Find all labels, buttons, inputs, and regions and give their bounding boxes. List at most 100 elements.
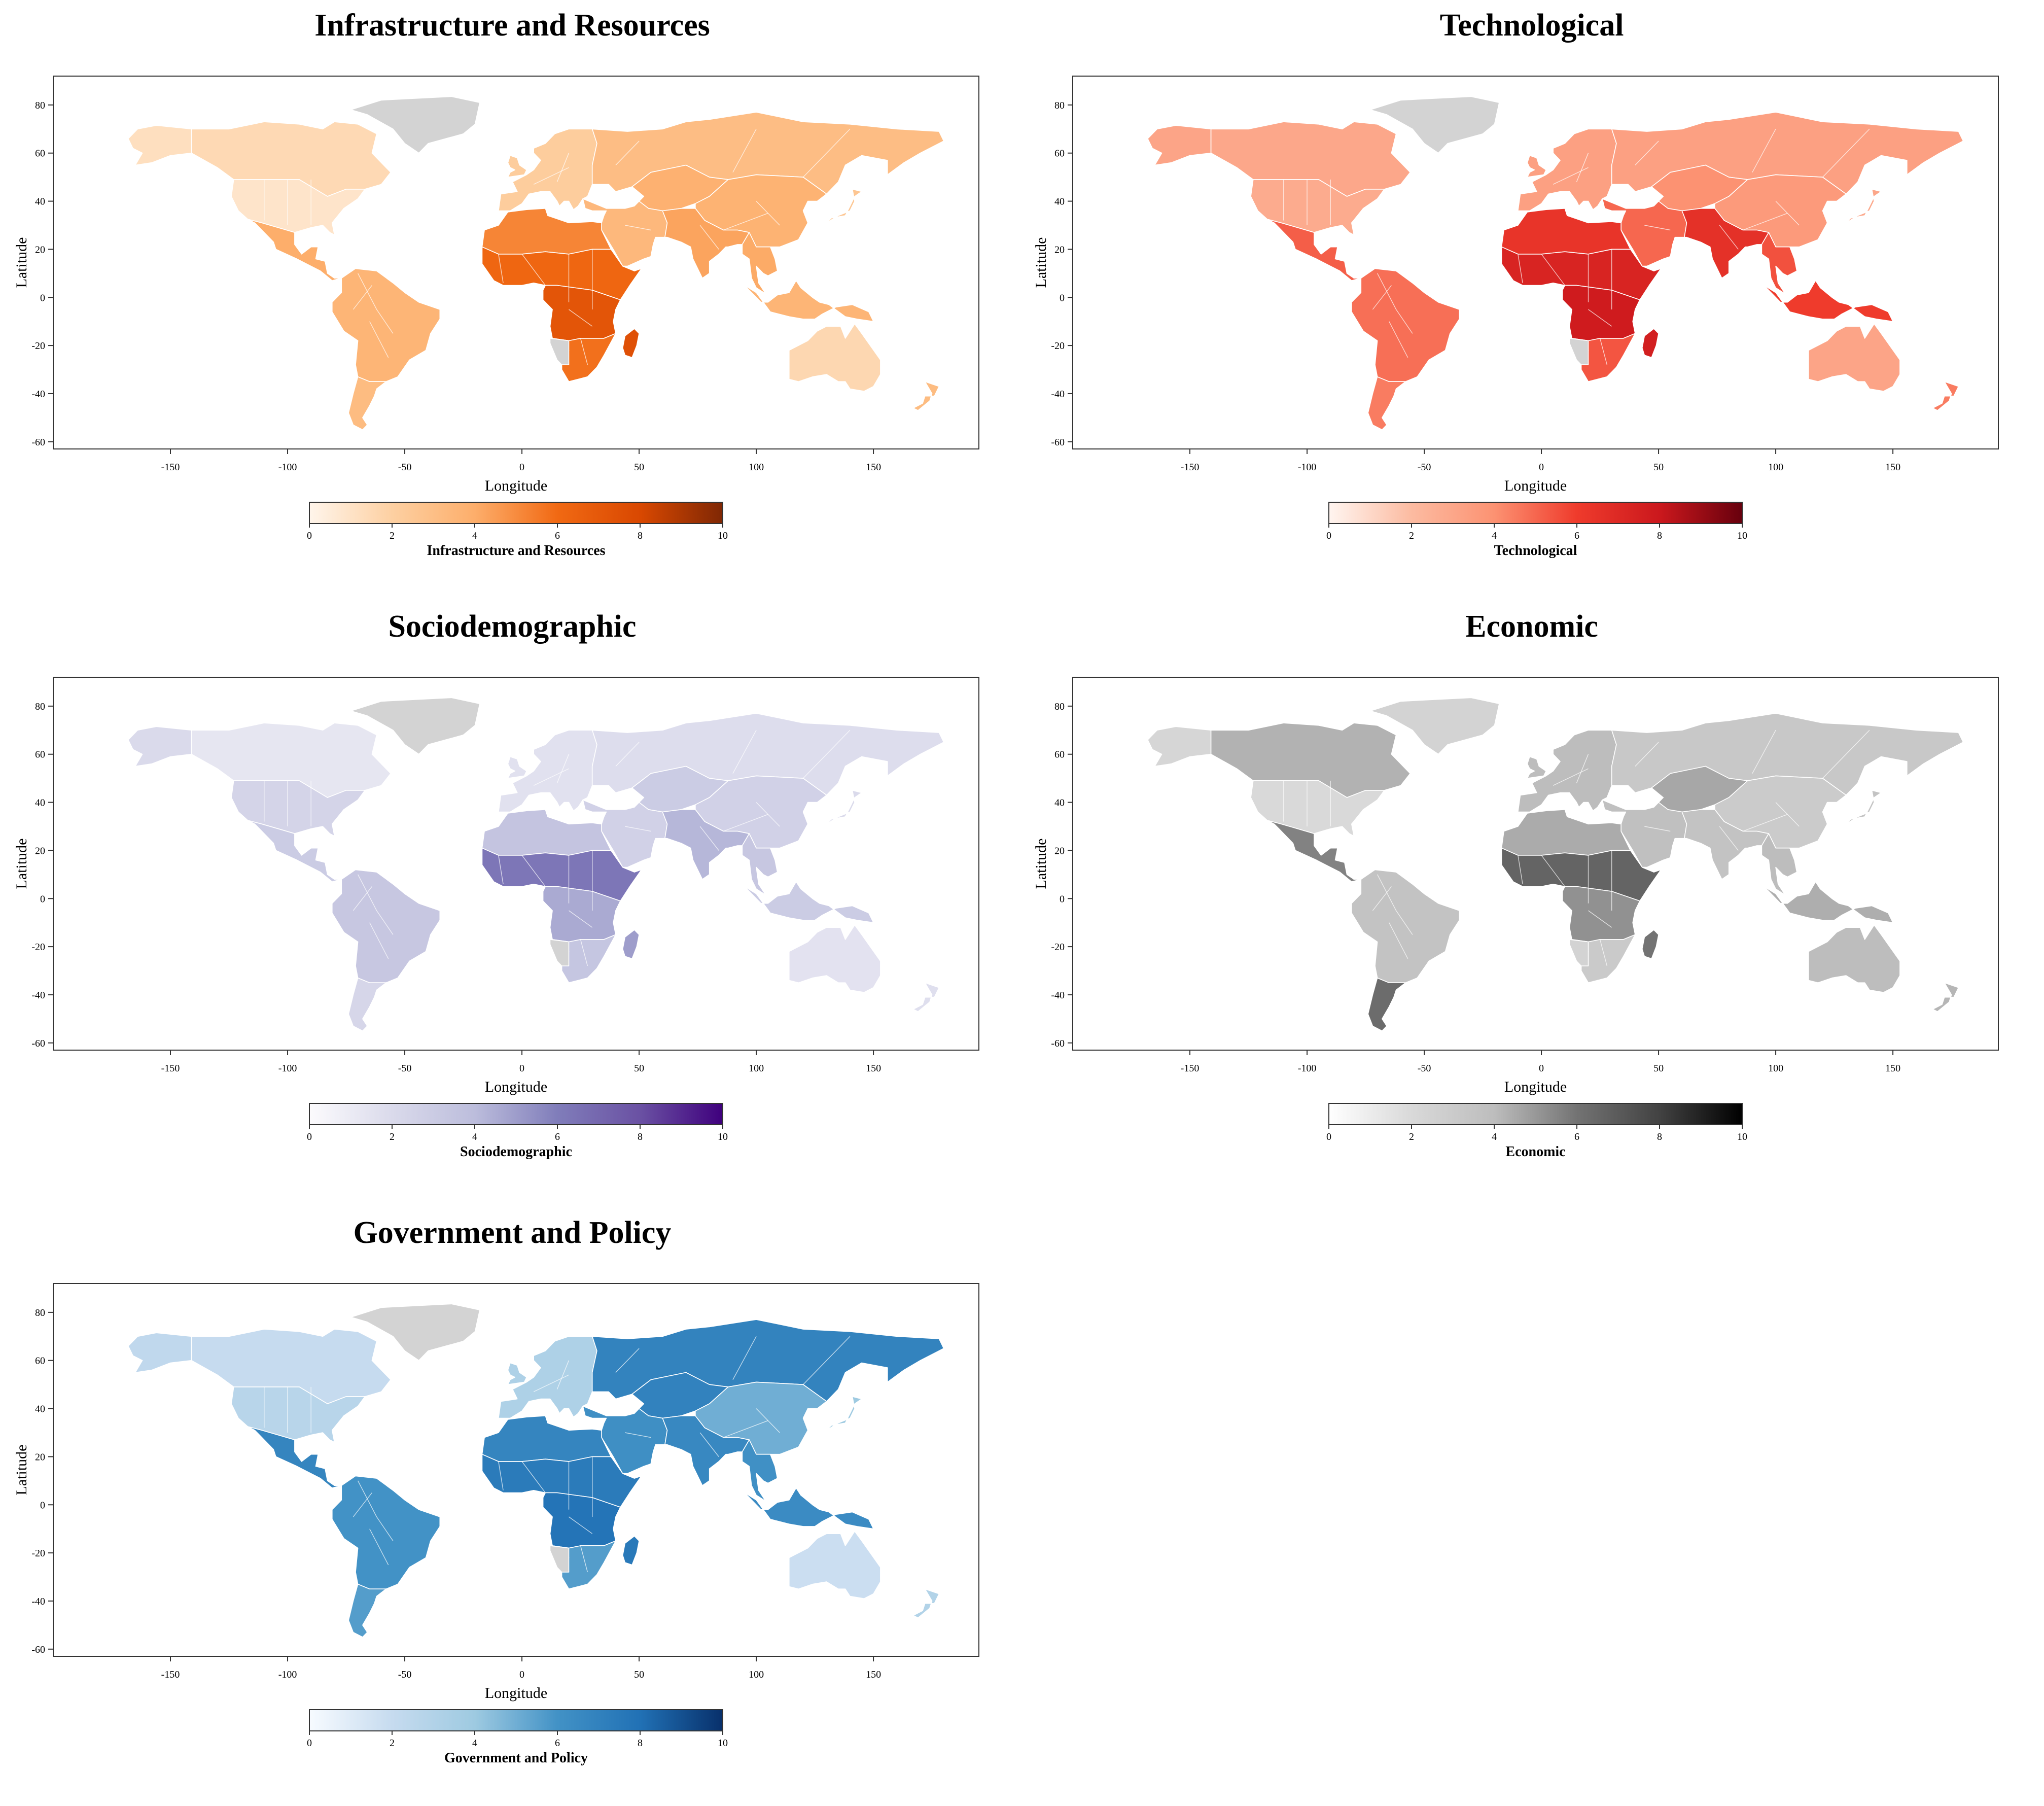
panel-infrastructure: Infrastructure and Resources -150 -100 -50…	[15, 5, 1009, 599]
region-southeast-asia	[742, 232, 778, 294]
border-line	[1576, 754, 1589, 783]
y-tick-label: 40	[1054, 196, 1065, 207]
border-line	[353, 285, 372, 310]
y-tick-label: 20	[1054, 845, 1065, 856]
y-axis-label: Latitude	[1035, 839, 1049, 889]
colorbar-tick-label: 6	[1574, 530, 1579, 541]
region-alaska	[128, 726, 192, 767]
region-south-asia	[662, 208, 750, 279]
border-line	[357, 874, 394, 935]
region-australia	[1808, 924, 1900, 993]
y-tick-label: 40	[35, 196, 45, 207]
border-line	[723, 814, 768, 832]
region-namibia	[1569, 939, 1589, 966]
y-tick-label: 0	[40, 893, 45, 905]
panel-title: Infrastructure and Resources	[314, 8, 710, 43]
colorbar-tick-label: 8	[638, 530, 643, 541]
colorbar-tick-label: 0	[307, 530, 312, 541]
colorbar-label: Infrastructure and Resources	[427, 543, 605, 559]
region-sahel	[481, 246, 642, 300]
y-tick-label: -40	[31, 990, 45, 1001]
border-line	[699, 826, 719, 851]
x-tick-label: 50	[1653, 462, 1664, 473]
y-tick-label: 80	[35, 701, 45, 712]
border-line	[569, 1516, 593, 1534]
region-russia	[1611, 112, 1964, 195]
y-tick-label: 80	[35, 1307, 45, 1318]
border-line	[580, 939, 588, 966]
colorbar-tick-label: 8	[1657, 1131, 1662, 1142]
x-tick-label: 100	[749, 1669, 764, 1680]
country-borders	[264, 1336, 851, 1573]
region-mexico-central	[247, 1426, 342, 1488]
y-axis-label: Latitude	[15, 839, 30, 889]
border-line	[625, 1432, 651, 1438]
region-southeast-asia	[1761, 232, 1798, 294]
y-tick-label: -20	[31, 942, 45, 953]
y-tick-label: -60	[31, 1644, 45, 1655]
x-tick-label: 50	[634, 1063, 644, 1074]
region-middle-east	[1602, 198, 1687, 267]
y-tick-label: 60	[35, 749, 45, 760]
x-tick-label: -150	[161, 462, 180, 473]
colorbar-tick-label: 2	[390, 530, 395, 541]
region-sahel	[1501, 847, 1662, 901]
border-line	[1822, 128, 1870, 178]
y-tick-label: 0	[1060, 292, 1065, 303]
x-tick-label: 0	[1539, 462, 1544, 473]
y-tick-label: -60	[31, 437, 45, 448]
border-line	[615, 141, 640, 165]
map-regions	[128, 96, 944, 430]
region-japan	[826, 189, 862, 224]
region-indonesia	[1764, 280, 1893, 322]
region-patagonia	[1367, 376, 1406, 430]
region-russia	[591, 112, 944, 195]
border-line	[1541, 254, 1565, 286]
colorbar-tick-label: 10	[718, 1738, 728, 1749]
map-government-policy: -150 -100 -50 0 50 100 150-60-40-20020406080Lo…	[15, 1283, 979, 1766]
y-tick-label: 0	[40, 1500, 45, 1511]
border-line	[556, 1360, 570, 1390]
x-tick-label: 100	[1768, 462, 1783, 473]
border-line	[1518, 855, 1523, 884]
border-line	[357, 1480, 394, 1541]
country-borders	[1283, 730, 1870, 966]
border-line	[732, 128, 757, 173]
border-line	[1635, 141, 1659, 165]
region-madagascar	[622, 1536, 640, 1566]
x-axis-label: Longitude	[485, 1685, 547, 1701]
border-line	[580, 338, 588, 365]
x-tick-label: -50	[1418, 1063, 1431, 1074]
country-borders	[264, 730, 851, 966]
y-tick-label: -20	[31, 340, 45, 352]
x-tick-label: -150	[1181, 1063, 1200, 1074]
region-australia	[1808, 323, 1900, 392]
x-tick-label: 150	[866, 462, 881, 473]
y-tick-label: -20	[1051, 942, 1065, 953]
y-axis-label: Latitude	[1035, 237, 1049, 288]
x-tick-label: 0	[519, 1063, 524, 1074]
region-namibia	[549, 939, 570, 966]
colorbar-tick-label: 6	[555, 530, 560, 541]
panel-title: Economic	[1465, 609, 1598, 644]
y-tick-label: 0	[40, 292, 45, 303]
region-alaska	[1147, 726, 1212, 767]
region-alaska	[1147, 125, 1212, 166]
border-line	[732, 1336, 757, 1380]
border-line	[699, 225, 719, 250]
region-patagonia	[348, 977, 386, 1031]
region-south-america	[1351, 869, 1460, 983]
y-tick-label: -60	[31, 1038, 45, 1049]
x-tick-label: -150	[161, 1669, 180, 1680]
colorbar	[1328, 1103, 1743, 1125]
x-tick-label: 150	[1885, 462, 1900, 473]
region-australia	[789, 924, 881, 993]
colorbar-label: Sociodemographic	[460, 1144, 572, 1160]
border-line	[498, 1461, 504, 1490]
region-south-america	[332, 268, 441, 382]
region-indonesia	[744, 881, 874, 923]
region-southeast-asia	[1761, 833, 1798, 895]
colorbar-tick-label: 0	[1326, 1131, 1331, 1142]
border-line	[498, 855, 504, 884]
region-madagascar	[622, 929, 640, 959]
